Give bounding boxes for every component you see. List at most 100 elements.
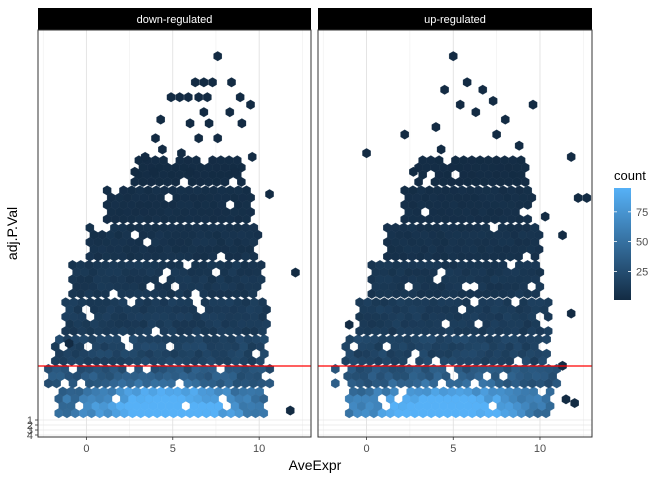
hex-bin	[265, 378, 275, 389]
hex-bin	[184, 92, 193, 103]
panel-border	[37, 29, 312, 438]
hex-bin	[151, 133, 160, 144]
hex-bin	[174, 260, 184, 271]
hex-bin	[265, 189, 274, 200]
hex-bin	[471, 107, 481, 118]
facet-strip	[38, 8, 311, 30]
hex-bin	[248, 151, 257, 162]
legend-colorbar	[614, 188, 631, 300]
hex-bin	[582, 192, 592, 203]
hex-bin	[140, 151, 150, 162]
hex-bin	[523, 214, 532, 225]
hex-bin	[566, 151, 576, 162]
legend-tick-label: 50	[636, 237, 648, 249]
x-tick-label: 0	[83, 443, 89, 455]
hex-bin	[543, 326, 553, 337]
x-tick-label: 10	[253, 443, 265, 455]
hex-bin	[194, 133, 203, 144]
legend-tick-label: 75	[636, 207, 648, 219]
hex-bin	[258, 297, 267, 308]
hex-bin	[208, 77, 217, 88]
hex-bin	[190, 77, 200, 88]
hex-bin	[159, 155, 168, 166]
facet-panel-2: up-regulated 0 5 10	[317, 8, 593, 455]
hex-bin	[409, 166, 418, 177]
hex-bin	[118, 297, 128, 308]
hex-bin	[344, 319, 354, 330]
hex-bin	[498, 260, 508, 271]
y-tick-label: 4	[27, 430, 33, 442]
hex-bin	[481, 222, 491, 233]
hex-bin	[449, 51, 458, 62]
x-tick-label: 10	[534, 443, 546, 455]
hex-layer	[331, 51, 592, 419]
x-tick-label: 5	[450, 443, 456, 455]
hex-bin	[545, 386, 555, 397]
hex-bin	[540, 211, 550, 222]
hex-bin	[390, 386, 399, 397]
hex-bin	[166, 92, 176, 103]
hex-bin	[492, 129, 501, 140]
y-tick-label: 2	[27, 420, 33, 432]
hex-bin	[440, 84, 449, 95]
hex-bin	[102, 185, 112, 196]
hex-bin	[130, 166, 140, 177]
hex-bin	[558, 230, 567, 241]
hex-bin	[199, 77, 209, 88]
hex-bin	[573, 192, 583, 203]
hex-bin	[561, 394, 571, 405]
hex-bin	[530, 222, 540, 233]
hex-bin	[192, 155, 201, 166]
x-tick-label: 0	[363, 443, 369, 455]
hex-bin	[213, 133, 222, 144]
legend-title: count	[614, 168, 646, 183]
hex-bin	[225, 107, 235, 118]
hex-bin	[156, 114, 165, 125]
y-tick-label: 3	[27, 425, 33, 437]
hex-bin	[184, 297, 193, 308]
hex-bin	[501, 114, 510, 125]
hex-bin	[529, 386, 538, 397]
hex-bin	[185, 166, 195, 177]
hex-bin	[112, 334, 122, 345]
hex-bin	[543, 297, 553, 308]
hex-bin	[523, 185, 532, 196]
hex-bin	[235, 92, 245, 103]
hex-bin	[177, 148, 186, 159]
hex-bin	[542, 334, 551, 345]
hex-bin	[246, 99, 255, 110]
hex-bin	[227, 77, 236, 88]
hex-bin	[175, 92, 184, 103]
hex-bin	[488, 95, 498, 106]
hex-bin	[542, 348, 551, 359]
hex-bin	[213, 51, 222, 62]
hex-bin	[362, 148, 371, 159]
hex-bin	[478, 84, 487, 95]
hex-bin	[434, 155, 444, 166]
hex-bin	[149, 166, 159, 177]
hex-bin	[286, 405, 295, 416]
hex-bin	[256, 260, 266, 271]
hex-bin	[291, 267, 300, 278]
hex-bin	[570, 398, 579, 409]
hex-bin	[436, 144, 446, 155]
hex-bin	[233, 155, 242, 166]
facet-strip	[318, 8, 592, 30]
legend: count 25 50 75	[614, 168, 648, 300]
hex-bin	[400, 129, 409, 140]
hex-bin	[199, 107, 209, 118]
facet-strip-label: down-regulated	[137, 14, 213, 26]
hex-bin	[230, 166, 240, 177]
hex-bin	[514, 140, 524, 151]
x-axis-title: AveExpr	[289, 457, 342, 473]
hex-bin	[566, 308, 576, 319]
x-tick-label: 5	[170, 443, 176, 455]
hex-bin	[242, 185, 251, 196]
hex-bin	[64, 338, 74, 349]
facet-strip-label: up-regulated	[424, 14, 486, 26]
y-axis-title: adj.P.Val	[4, 207, 20, 260]
hex-bin	[249, 222, 259, 233]
y-tick-label: 1	[27, 415, 33, 427]
hex-bin	[461, 297, 471, 308]
